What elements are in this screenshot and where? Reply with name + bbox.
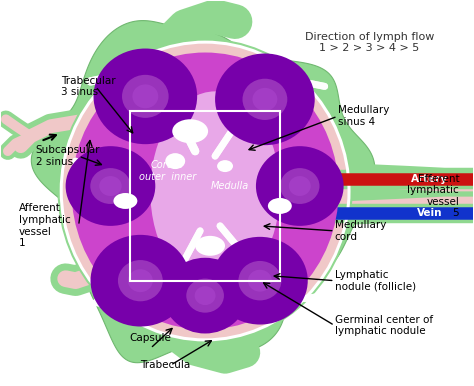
Ellipse shape	[243, 79, 287, 120]
Ellipse shape	[289, 176, 311, 196]
Text: Capsule: Capsule	[129, 334, 171, 344]
Ellipse shape	[118, 260, 163, 301]
Text: Cortex
outer  inner: Cortex outer inner	[138, 160, 196, 182]
Text: Afferent
lymphatic
vessel
1: Afferent lymphatic vessel 1	[19, 203, 71, 248]
Ellipse shape	[91, 235, 190, 327]
Text: Subcapsular
2 sinus: Subcapsular 2 sinus	[36, 146, 100, 167]
Text: Vein: Vein	[417, 208, 442, 218]
Ellipse shape	[163, 258, 247, 334]
Ellipse shape	[93, 49, 197, 144]
Ellipse shape	[99, 176, 122, 196]
Ellipse shape	[165, 153, 185, 169]
Ellipse shape	[113, 193, 137, 209]
Text: Artery: Artery	[411, 174, 448, 184]
Ellipse shape	[132, 85, 158, 108]
Ellipse shape	[195, 286, 216, 305]
Ellipse shape	[90, 168, 131, 204]
Ellipse shape	[172, 119, 208, 143]
Ellipse shape	[212, 237, 308, 325]
Ellipse shape	[65, 146, 155, 226]
Text: Trabecula: Trabecula	[140, 361, 191, 371]
Ellipse shape	[253, 88, 277, 111]
Ellipse shape	[280, 168, 319, 204]
Polygon shape	[31, 20, 375, 363]
Text: Medullary
cord: Medullary cord	[335, 220, 386, 242]
Ellipse shape	[122, 75, 169, 118]
Text: Medullary
sinus 4: Medullary sinus 4	[337, 105, 389, 127]
Ellipse shape	[248, 270, 272, 292]
Text: Germinal center of
lymphatic nodule: Germinal center of lymphatic nodule	[335, 315, 433, 336]
Ellipse shape	[268, 198, 292, 214]
Ellipse shape	[238, 261, 282, 300]
Ellipse shape	[217, 160, 233, 172]
Ellipse shape	[61, 42, 350, 340]
Ellipse shape	[256, 146, 344, 226]
Ellipse shape	[215, 54, 315, 145]
Ellipse shape	[72, 52, 338, 330]
Ellipse shape	[186, 279, 224, 313]
Text: Medulla: Medulla	[211, 181, 249, 191]
Ellipse shape	[195, 236, 225, 256]
Text: Efferent
lymphatic
vessel
5: Efferent lymphatic vessel 5	[408, 174, 459, 218]
Ellipse shape	[128, 269, 153, 292]
Ellipse shape	[150, 91, 280, 291]
Text: Lymphatic
nodule (follicle): Lymphatic nodule (follicle)	[335, 270, 416, 291]
Text: Trabecular
3 sinus: Trabecular 3 sinus	[61, 76, 115, 97]
Bar	[130, 111, 280, 281]
Text: Direction of lymph flow
1 > 2 > 3 > 4 > 5: Direction of lymph flow 1 > 2 > 3 > 4 > …	[305, 32, 434, 53]
